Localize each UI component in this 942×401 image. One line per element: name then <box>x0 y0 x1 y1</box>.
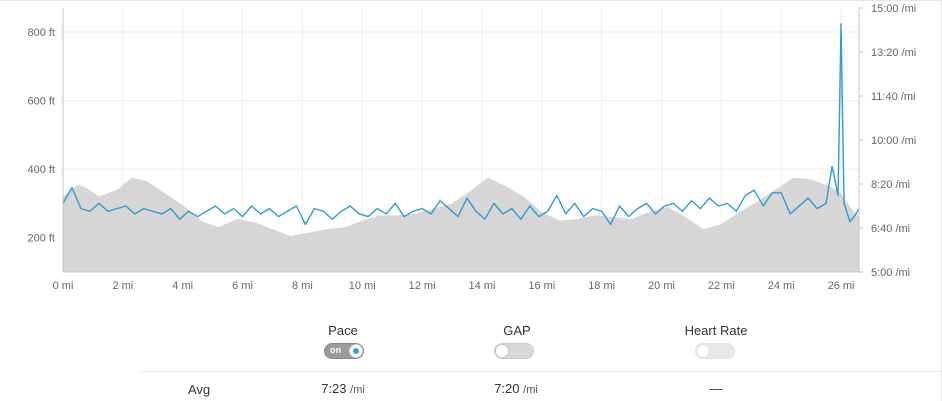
x-tick-label: 16 mi <box>528 280 555 292</box>
panel-top-border <box>0 0 942 1</box>
x-tick-label: 6 mi <box>232 280 253 292</box>
heart-rate-toggle[interactable] <box>695 343 735 359</box>
pace-toggle[interactable]: on <box>324 343 364 359</box>
x-tick-label: 20 mi <box>648 280 675 292</box>
pace-tick-label: 15:00 /mi <box>871 3 916 15</box>
avg-row-divider <box>142 371 942 372</box>
elevation-area-layer <box>63 177 859 272</box>
x-tick-label: 22 mi <box>708 280 735 292</box>
pace-line-layer <box>62 23 860 226</box>
pace-tick-label: 11:40 /mi <box>871 91 915 103</box>
avg-pace-value: 7:23 /mi <box>321 381 365 396</box>
x-tick-label: 2 mi <box>112 280 133 292</box>
x-tick-label: 8 mi <box>292 280 313 292</box>
elevation-tick-label: 600 ft <box>27 96 55 108</box>
x-tick-label: 14 mi <box>468 280 495 292</box>
pace-tick-label: 10:00 /mi <box>871 135 916 147</box>
pace-toggle-knob <box>349 344 363 358</box>
x-tick-label: 18 mi <box>588 280 615 292</box>
elevation-tick-label: 200 ft <box>27 233 55 245</box>
avg-gap-number: 7:20 <box>494 381 520 396</box>
elevation-tick-label: 400 ft <box>27 164 55 176</box>
avg-heart-rate-value: — <box>709 381 723 396</box>
pace-toggle-text: on <box>330 345 342 355</box>
pace-tick-label: 13:20 /mi <box>871 47 916 59</box>
pace-axis-ticks: 5:00 /mi 6:40 /mi 8:20 /mi 10:00 /mi 11:40 /… <box>871 3 916 279</box>
avg-pace-unit: /mi <box>350 384 365 396</box>
pace-tick-label: 6:40 /mi <box>871 223 910 235</box>
pace-tick-label: 8:20 /mi <box>871 179 910 191</box>
pace-metric-label: Pace <box>328 323 358 338</box>
pace-tick-label: 5:00 /mi <box>871 267 910 279</box>
distance-axis-ticks: 0 mi 2 mi 4 mi 6 mi 8 mi 10 mi 12 mi 14 mi 16 mi… <box>53 280 855 292</box>
chart-axes <box>62 7 863 273</box>
gap-metric-label: GAP <box>503 323 531 338</box>
avg-gap-value: 7:20 /mi <box>494 381 538 396</box>
avg-pace-number: 7:23 <box>321 381 347 396</box>
avg-row-label: Avg <box>188 382 211 397</box>
heart-rate-toggle-knob <box>696 344 710 358</box>
x-tick-label: 12 mi <box>409 280 436 292</box>
x-tick-label: 10 mi <box>349 280 376 292</box>
elevation-axis-ticks: 200 ft 400 ft 600 ft 800 ft <box>27 27 55 245</box>
x-tick-label: 4 mi <box>172 280 193 292</box>
gap-toggle[interactable] <box>494 343 534 359</box>
pace-elevation-chart[interactable]: 200 ft 400 ft 600 ft 800 ft 5:00 /mi 6:40 /m… <box>0 0 942 300</box>
pace-line <box>62 23 860 226</box>
avg-gap-unit: /mi <box>523 384 538 396</box>
x-tick-label: 0 mi <box>53 280 74 292</box>
x-tick-label: 24 mi <box>768 280 795 292</box>
x-tick-label: 26 mi <box>828 280 855 292</box>
gap-toggle-knob <box>495 344 509 358</box>
elevation-tick-label: 800 ft <box>27 27 55 39</box>
heart-rate-metric-label: Heart Rate <box>684 323 748 338</box>
elevation-area <box>63 177 859 272</box>
